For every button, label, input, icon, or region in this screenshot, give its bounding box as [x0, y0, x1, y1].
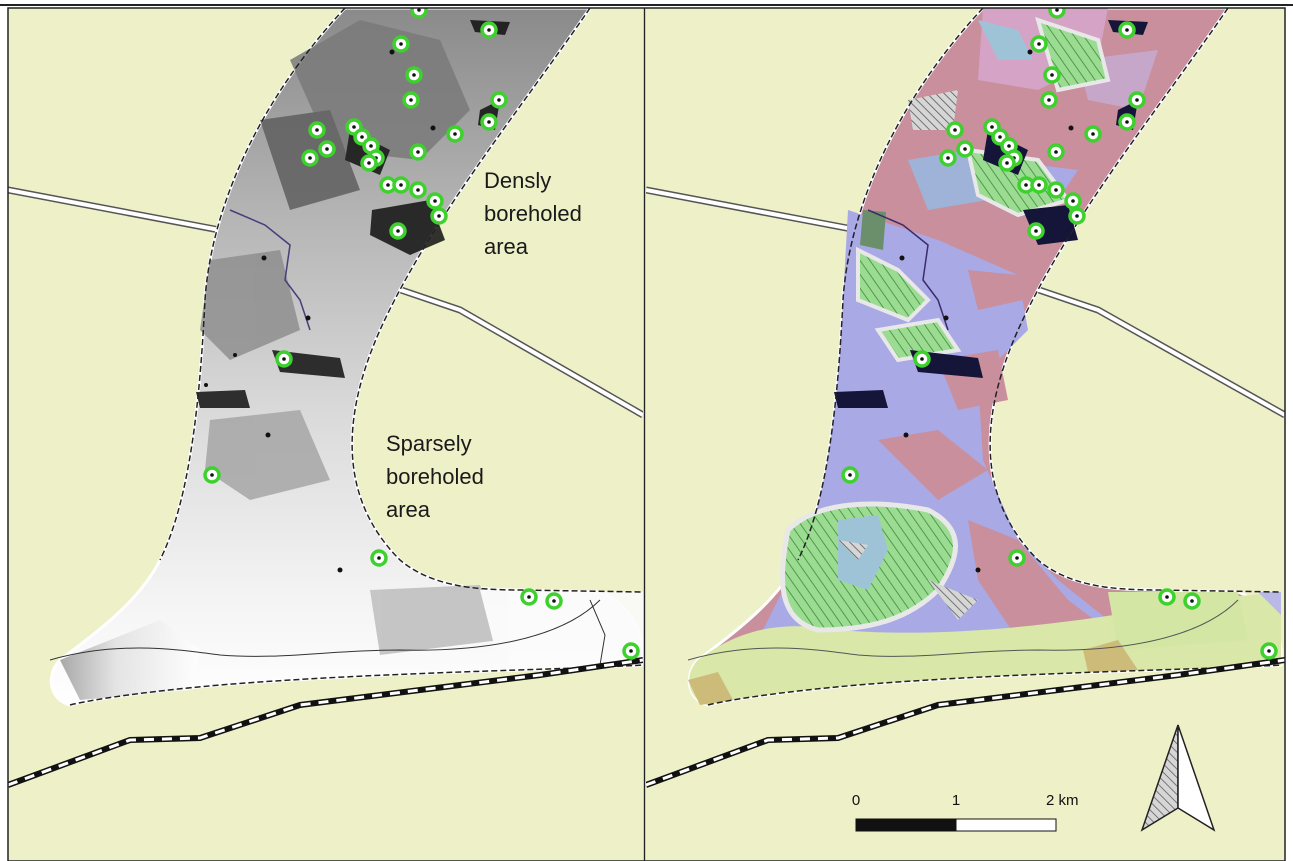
borehole-center-dot: [1267, 649, 1271, 653]
borehole-center-dot: [1071, 199, 1075, 203]
annotation-sparse-line3: area: [386, 497, 431, 522]
scale-label-2: 2 km: [1046, 792, 1079, 809]
borehole-center-dot: [417, 8, 421, 12]
scale-bar: 0 1 2 km: [852, 792, 1079, 832]
boundary-line: [49, 599, 601, 661]
borehole-center-dot: [487, 120, 491, 124]
borehole-center-dot: [1050, 73, 1054, 77]
borehole-center-dot: [552, 599, 556, 603]
annotation-sparse-line2: boreholed: [386, 464, 484, 489]
borehole-center-dot: [412, 73, 416, 77]
borehole-center-dot: [497, 98, 501, 102]
north-arrow-icon: [1140, 724, 1216, 832]
borehole-center-dot: [1091, 132, 1095, 136]
small-features: [204, 49, 436, 573]
borehole-center-dot: [453, 132, 457, 136]
borehole-center-dot: [210, 473, 214, 477]
borehole-center-dot: [308, 156, 312, 160]
borehole-center-dot: [1165, 595, 1169, 599]
borehole-center-dot: [1024, 183, 1028, 187]
borehole-center-dot: [396, 229, 400, 233]
borehole-center-dot: [416, 188, 420, 192]
borehole-center-dot: [1135, 98, 1139, 102]
borehole-center-dot: [1125, 28, 1129, 32]
borehole-center-dot: [282, 357, 286, 361]
borehole-center-dot: [409, 98, 413, 102]
borehole-center-dot: [399, 42, 403, 46]
borehole-center-dot: [1047, 98, 1051, 102]
borehole-center-dot: [399, 183, 403, 187]
borehole-center-dot: [527, 595, 531, 599]
borehole-center-dot: [360, 135, 364, 139]
borehole-center-dot: [946, 156, 950, 160]
borehole-center-dot: [990, 125, 994, 129]
borehole-center-dot: [1125, 120, 1129, 124]
annotation-dense-line2: boreholed: [484, 201, 582, 226]
borehole-center-dot: [963, 147, 967, 151]
borehole-center-dot: [1190, 599, 1194, 603]
borehole-center-dot: [1037, 183, 1041, 187]
borehole-center-dot: [1034, 229, 1038, 233]
railway-line: [8, 657, 643, 788]
borehole-center-dot: [1015, 556, 1019, 560]
scale-label-1: 1: [952, 792, 960, 809]
borehole-center-dot: [629, 649, 633, 653]
borehole-marker: [410, 8, 428, 19]
borehole-markers: [203, 8, 640, 660]
annotation-dense-line1: Densly: [484, 168, 551, 193]
railway-line: [646, 657, 1285, 788]
borehole-center-dot: [437, 214, 441, 218]
figure-frame: [7, 7, 1286, 861]
left-map-panel: Densly boreholed area Sparsely boreholed…: [8, 8, 643, 861]
borehole-center-dot: [433, 199, 437, 203]
borehole-center-dot: [352, 125, 356, 129]
borehole-center-dot: [1054, 150, 1058, 154]
borehole-markers: [841, 8, 1278, 660]
scale-label-0: 0: [852, 792, 860, 809]
borehole-center-dot: [998, 135, 1002, 139]
borehole-center-dot: [1005, 161, 1009, 165]
borehole-center-dot: [920, 357, 924, 361]
annotation-dense-line3: area: [484, 234, 529, 259]
borehole-center-dot: [1007, 144, 1011, 148]
borehole-center-dot: [386, 183, 390, 187]
borehole-center-dot: [369, 144, 373, 148]
borehole-center-dot: [487, 28, 491, 32]
borehole-center-dot: [367, 161, 371, 165]
scale-bar-white-segment: [955, 818, 1057, 832]
borehole-center-dot: [325, 147, 329, 151]
borehole-center-dot: [1037, 42, 1041, 46]
borehole-center-dot: [953, 128, 957, 132]
borehole-center-dot: [315, 128, 319, 132]
borehole-center-dot: [1055, 8, 1059, 12]
borehole-center-dot: [416, 150, 420, 154]
stream-line: [229, 209, 311, 331]
borehole-center-dot: [377, 556, 381, 560]
annotation-sparse-line1: Sparsely: [386, 431, 472, 456]
geology-model: [687, 8, 1283, 707]
scale-bar-black-segment: [855, 818, 957, 832]
borehole-center-dot: [848, 473, 852, 477]
right-map-panel: 0 1 2 km: [646, 8, 1285, 861]
borehole-marker: [1048, 8, 1066, 19]
borehole-center-dot: [1075, 214, 1079, 218]
borehole-center-dot: [1054, 188, 1058, 192]
valley-edge-dashed: [159, 8, 346, 561]
